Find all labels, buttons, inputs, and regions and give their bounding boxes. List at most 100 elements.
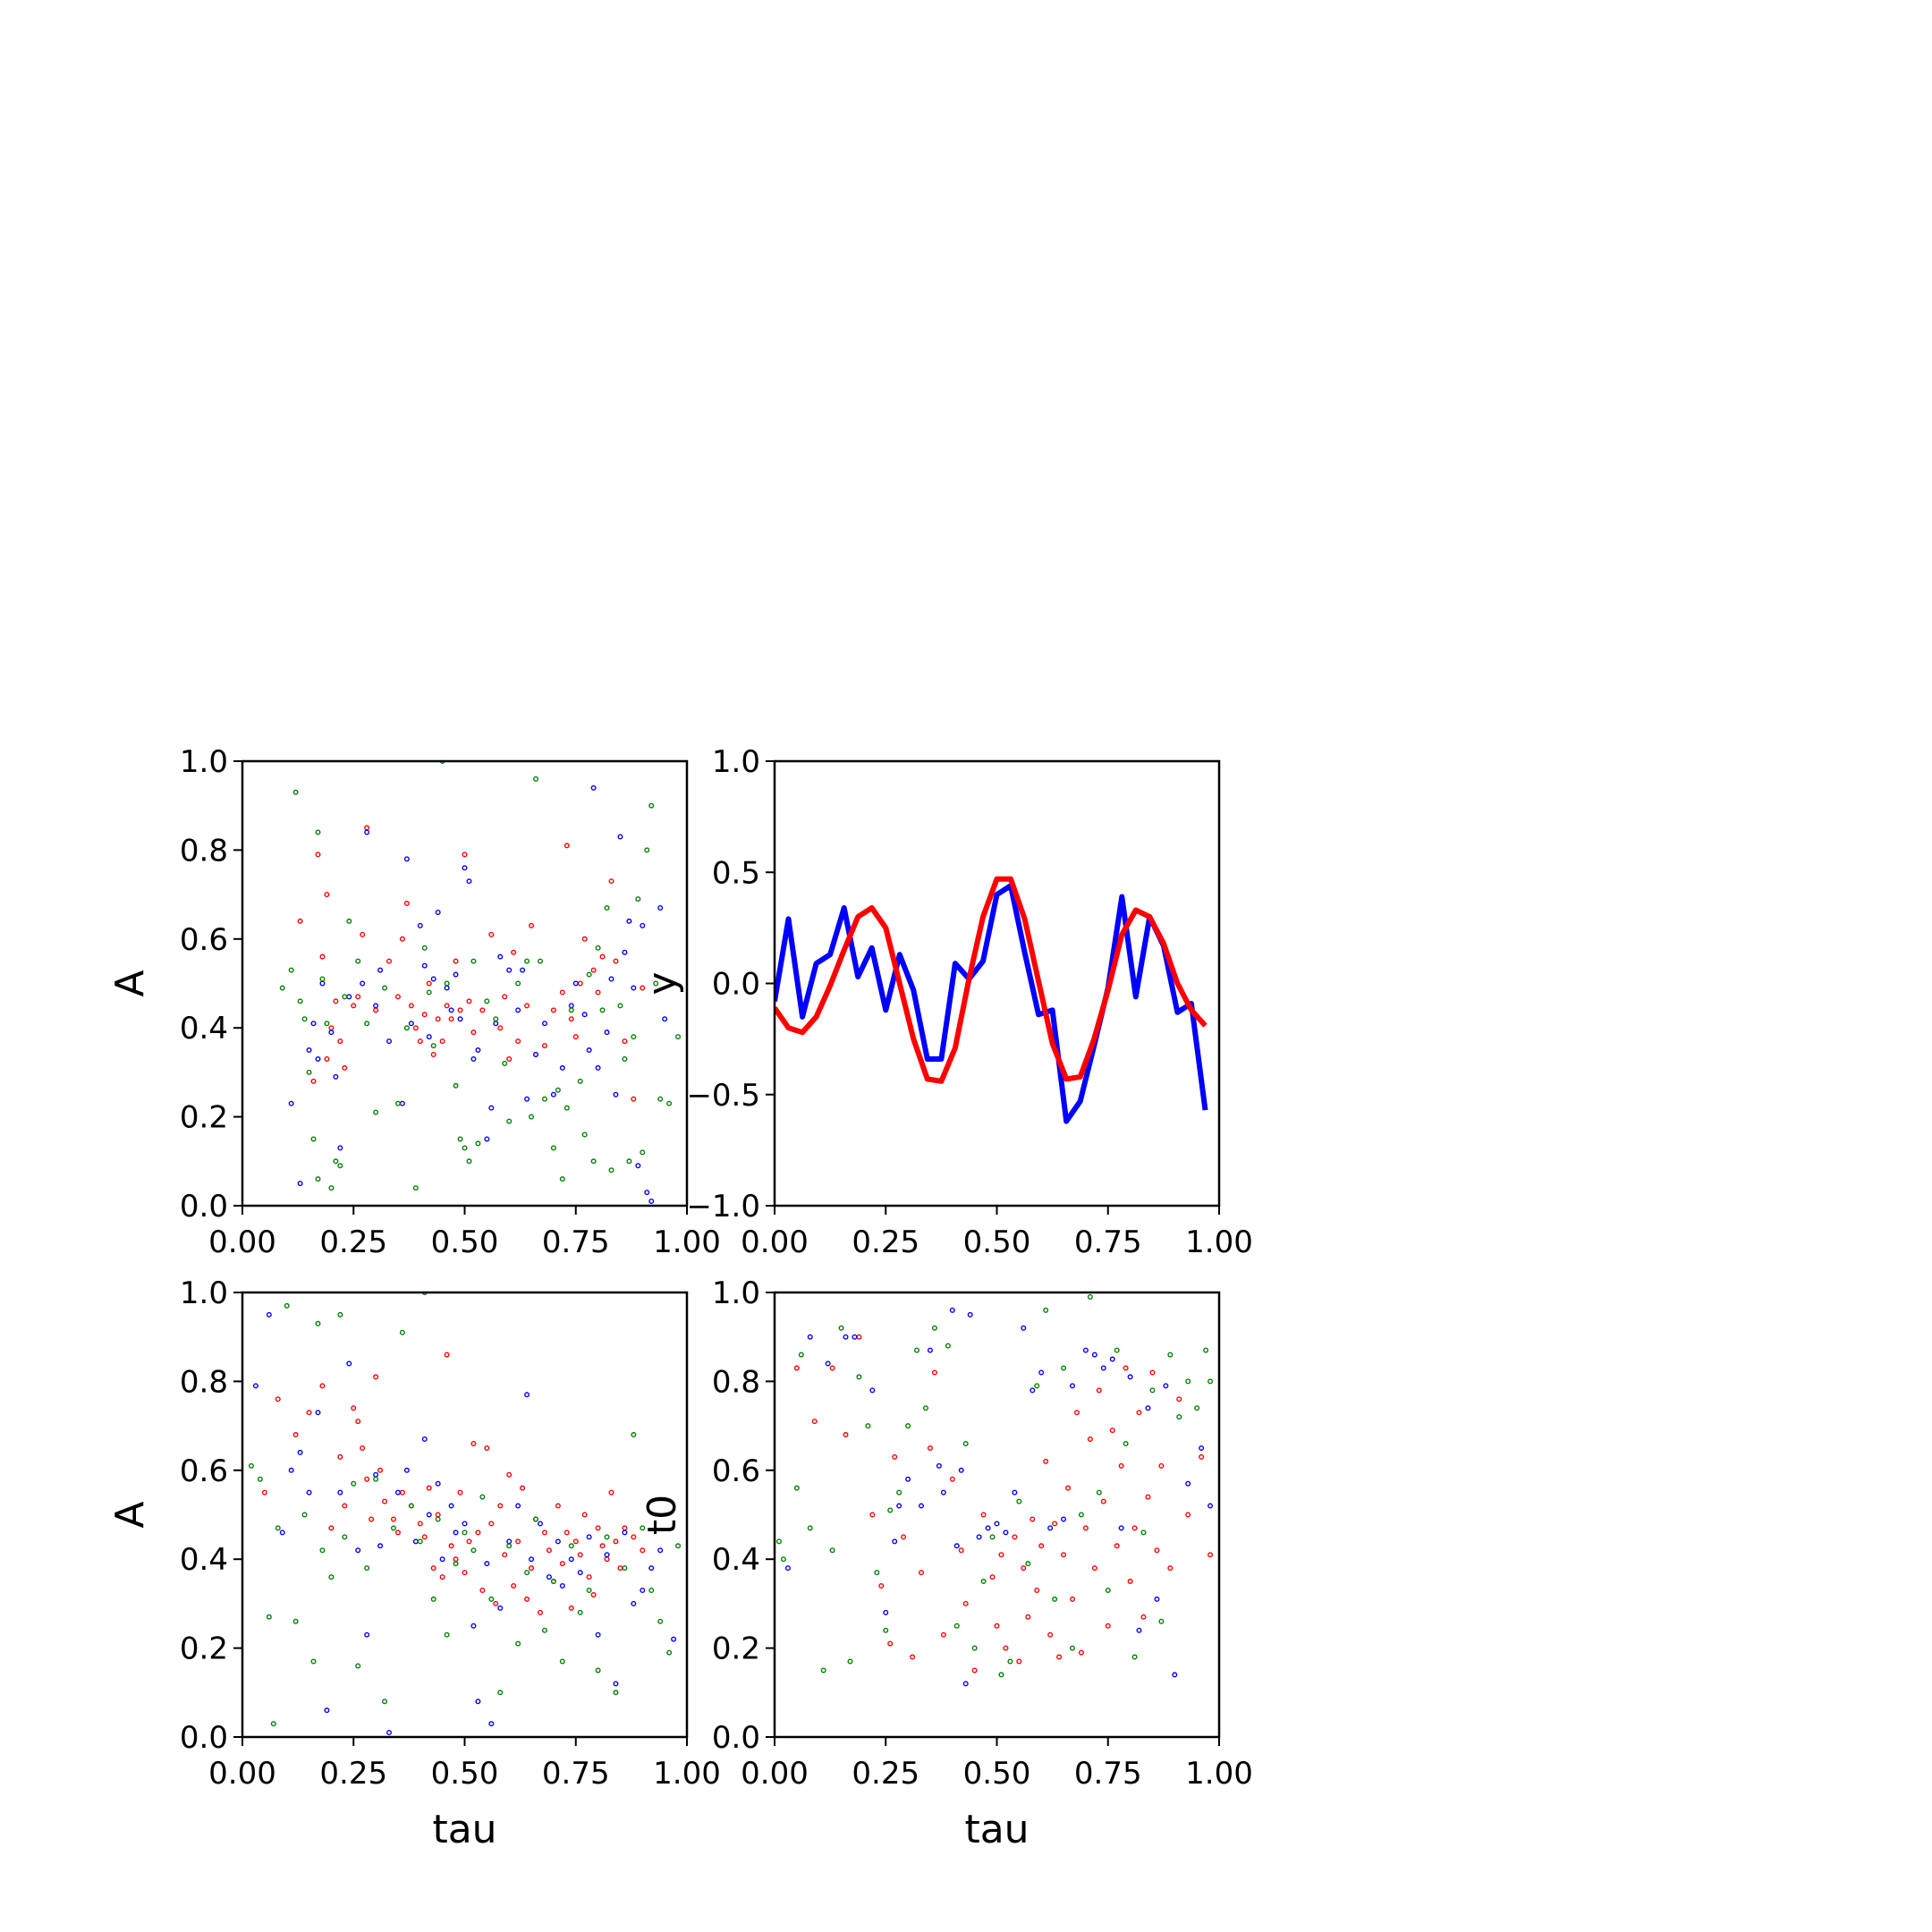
scatter-point <box>408 1503 414 1509</box>
top-left-subplot: 0.00 0.25 0.50 0.75 1.00 0.0 0.2 0.4 0.6 0.8 1.0 A <box>107 744 721 1260</box>
scatter-point <box>506 1471 513 1478</box>
scatter-point <box>1096 1387 1102 1394</box>
plot-area <box>248 1292 682 1736</box>
scatter-point <box>364 1476 370 1482</box>
scatter-point <box>976 1534 982 1540</box>
scatter-point <box>310 1078 317 1084</box>
scatter-point <box>892 1453 898 1460</box>
scatter-point <box>386 1038 393 1045</box>
scatter-point <box>1176 1414 1182 1420</box>
y-tick-label: 1.0 <box>712 744 760 780</box>
x-tick-label: 0.00 <box>208 1756 276 1792</box>
scatter-point <box>351 1405 357 1411</box>
scatter-point <box>568 1007 574 1013</box>
scatter-point <box>412 1025 419 1031</box>
scatter-point <box>319 1547 326 1554</box>
scatter-point <box>883 1609 889 1615</box>
scatter-point <box>412 1185 419 1191</box>
scatter-point <box>577 1078 583 1084</box>
scatter-point <box>843 1432 849 1438</box>
scatter-point <box>448 1007 454 1013</box>
scatter-point <box>945 1343 951 1349</box>
scatter-point <box>520 1485 526 1491</box>
scatter-point <box>373 1374 379 1380</box>
scatter-point <box>360 931 366 937</box>
scatter-point <box>896 1503 902 1509</box>
scatter-point <box>1073 1410 1080 1416</box>
scatter-point <box>524 1392 530 1398</box>
y-tick-label: 0.6 <box>712 1453 760 1489</box>
scatter-point <box>780 1556 786 1563</box>
scatter-point <box>470 958 477 964</box>
scatter-point <box>502 1060 508 1066</box>
scatter-point <box>403 856 410 862</box>
y-tick-label: 0.4 <box>180 1542 228 1578</box>
scatter-point <box>820 1667 826 1674</box>
scatter-point <box>640 1149 646 1156</box>
bottom-right-subplot: 0.00 0.25 0.50 0.75 1.000.00.20.40.60.81.0ta… <box>640 1275 1253 1852</box>
scatter-point <box>648 1565 655 1572</box>
scatter-point <box>927 1347 933 1353</box>
scatter-point <box>355 958 361 964</box>
scatter-point <box>373 1003 379 1009</box>
scatter-point <box>369 1516 375 1522</box>
scatter-point <box>640 922 646 928</box>
scatter-point <box>537 958 543 964</box>
scatter-point <box>1158 1462 1165 1469</box>
scatter-point <box>453 1561 459 1567</box>
scatter-point <box>613 1690 619 1696</box>
scatter-point <box>462 1521 468 1527</box>
y-tick-label: −1.0 <box>686 1189 760 1224</box>
scatter-point <box>462 865 468 871</box>
scatter-point <box>457 1136 463 1142</box>
scatter-point <box>568 1016 574 1022</box>
scatter-point <box>417 922 423 928</box>
scatter-point <box>466 1538 472 1545</box>
scatter-point <box>1021 1565 1027 1572</box>
scatter-point <box>466 1158 472 1165</box>
scatter-point <box>511 1583 517 1589</box>
scatter-point <box>417 1038 423 1045</box>
x-tick-label: 0.25 <box>852 1756 919 1792</box>
scatter-point <box>382 1699 388 1705</box>
scatter-point <box>1069 1383 1075 1389</box>
scatter-point <box>1082 1347 1089 1353</box>
x-tick-label: 0.75 <box>542 1224 610 1260</box>
scatter-point <box>671 1636 677 1642</box>
scatter-point <box>444 1003 450 1009</box>
scatter-point <box>581 1131 588 1138</box>
scatter-point <box>462 852 468 858</box>
scatter-point <box>493 1016 499 1022</box>
scatter-point <box>559 1064 565 1071</box>
scatter-point <box>1096 1489 1102 1496</box>
scatter-point <box>421 962 428 969</box>
scatter-point <box>559 989 565 996</box>
scatter-point <box>1052 1596 1058 1602</box>
scatter-point <box>306 1047 312 1054</box>
scatter-point <box>648 1587 655 1593</box>
scatter-point <box>586 1047 592 1054</box>
scatter-point <box>595 1064 601 1071</box>
scatter-point <box>967 1311 973 1318</box>
scatter-point <box>524 1003 530 1009</box>
scatter-point <box>631 1600 637 1606</box>
scatter-point <box>337 1489 343 1496</box>
y-tick-label: 0.8 <box>712 1364 760 1400</box>
scatter-point <box>878 1583 885 1589</box>
scatter-point <box>608 976 614 982</box>
scatter-point <box>279 985 285 991</box>
scatter-point <box>324 1055 330 1062</box>
scatter-point <box>248 1462 254 1469</box>
scatter-point <box>550 1091 556 1097</box>
y-tick-label: 0.8 <box>180 1364 228 1400</box>
scatter-point <box>971 1667 978 1674</box>
scatter-series <box>248 1292 682 1727</box>
scatter-point <box>421 1292 428 1295</box>
scatter-point <box>324 892 330 898</box>
scatter-point <box>1100 1498 1106 1504</box>
scatter-point <box>421 1012 428 1018</box>
scatter-point <box>586 1587 592 1593</box>
scatter-point <box>377 967 384 973</box>
scatter-point <box>1140 1530 1147 1536</box>
scatter-point <box>444 1631 450 1638</box>
